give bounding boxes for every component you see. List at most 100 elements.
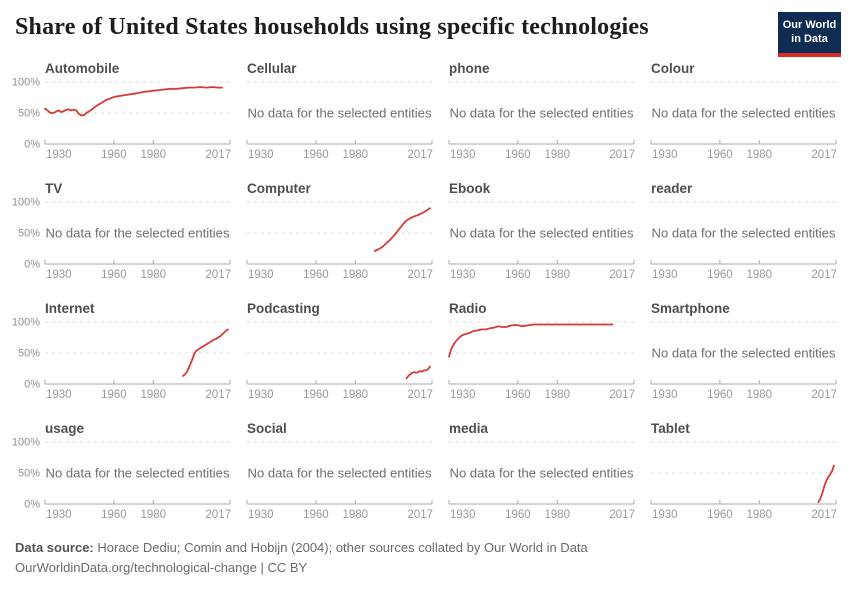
facet-plot: 1930 1960 1980 2017 100% 50% 0% (12, 77, 231, 162)
x-tick-label: 1930 (248, 389, 274, 401)
x-tick-label: 1930 (652, 149, 678, 161)
x-tick-label: 2017 (609, 509, 635, 521)
x-tick-label: 1960 (303, 149, 329, 161)
x-tick-label: 2017 (811, 389, 837, 401)
facet-panel: Smartphone 1930 1960 1980 2017 No data for th… (650, 300, 837, 404)
facet-panel: media 1930 1960 1980 2017 No data for the sel… (448, 420, 635, 524)
x-tick-label: 1930 (46, 269, 72, 281)
logo-text-line2: in Data (791, 32, 828, 45)
x-tick-label: 1980 (342, 269, 368, 281)
x-tick-label: 1980 (140, 149, 166, 161)
facet-plot: 1930 1960 1980 2017 100% 50% 0% No data for the… (12, 437, 231, 522)
facet-plot: 1930 1960 1980 2017 (246, 201, 433, 281)
logo-text-line1: Our World (782, 19, 837, 31)
x-tick-label: 1930 (652, 389, 678, 401)
facet-title: Colour (651, 61, 695, 76)
facet-title: media (449, 421, 489, 436)
facet-plot: 1930 1960 1980 2017 100% 50% 0% No data for the… (12, 197, 231, 282)
line-series (405, 365, 431, 380)
y-tick-label: 0% (24, 139, 40, 151)
x-tick-label: 1980 (746, 269, 772, 281)
x-tick-label: 2017 (609, 269, 635, 281)
x-tick-label: 1930 (450, 269, 476, 281)
owid-logo[interactable]: Our World in Data (778, 12, 841, 57)
x-tick-label: 1930 (450, 509, 476, 521)
facet-title: TV (45, 181, 63, 196)
x-tick-label: 1960 (303, 509, 329, 521)
x-tick-label: 2017 (407, 509, 433, 521)
x-tick-label: 1930 (652, 269, 678, 281)
facet-panel: Colour 1930 1960 1980 2017 No data for the se… (650, 60, 837, 164)
x-tick-label: 1980 (544, 509, 570, 521)
y-tick-label: 100% (12, 77, 40, 89)
x-tick-label: 1960 (505, 149, 531, 161)
facet-title: reader (651, 181, 693, 196)
x-tick-label: 1980 (544, 389, 570, 401)
data-source-text: Horace Dediu; Comin and Hobijn (2004); o… (97, 540, 588, 555)
x-tick-label: 1930 (248, 149, 274, 161)
no-data-label: No data for the selected entities (46, 226, 230, 241)
y-tick-label: 0% (24, 379, 40, 391)
x-tick-label: 1930 (248, 269, 274, 281)
facet-title: Radio (449, 301, 487, 316)
x-tick-label: 1980 (140, 269, 166, 281)
x-tick-label: 1980 (342, 509, 368, 521)
chart-footer: Data source: Horace Dediu; Comin and Hob… (0, 524, 850, 578)
y-tick-label: 100% (12, 197, 40, 209)
x-tick-label: 1960 (707, 509, 733, 521)
facet-plot: 1930 1960 1980 2017 No data for the selected… (246, 81, 433, 161)
x-tick-label: 2017 (205, 149, 231, 161)
facet-panel: TV 1930 1960 1980 2017 100% 50% 0% No data for t… (11, 180, 231, 284)
facet-panel: phone 1930 1960 1980 2017 No data for the sel… (448, 60, 635, 164)
facet-plot: 1930 1960 1980 2017 No data for the selected… (448, 81, 635, 161)
no-data-label: No data for the selected entities (652, 346, 836, 361)
x-tick-label: 2017 (811, 509, 837, 521)
facet-plot: 1930 1960 1980 2017 No data for the selected… (246, 441, 433, 521)
y-tick-label: 50% (18, 348, 40, 360)
no-data-label: No data for the selected entities (450, 106, 634, 121)
x-tick-label: 1980 (140, 389, 166, 401)
facet-panel: Computer 1930 1960 1980 2017 (246, 180, 433, 284)
x-tick-label: 1960 (101, 269, 127, 281)
facet-plot: 1930 1960 1980 2017 No data for the selected… (650, 81, 837, 161)
x-tick-label: 1980 (544, 149, 570, 161)
x-tick-label: 1960 (505, 509, 531, 521)
x-tick-label: 2017 (811, 149, 837, 161)
facet-title: Tablet (651, 421, 690, 436)
x-tick-label: 2017 (811, 269, 837, 281)
x-tick-label: 1960 (707, 389, 733, 401)
facet-title: Automobile (45, 61, 120, 76)
x-tick-label: 1980 (544, 269, 570, 281)
x-tick-label: 2017 (407, 269, 433, 281)
facet-panel: Radio 1930 1960 1980 2017 (448, 300, 635, 404)
facet-title: Ebook (449, 181, 491, 196)
x-tick-label: 1930 (450, 389, 476, 401)
facet-panel: Podcasting 1930 1960 1980 2017 (246, 300, 433, 404)
line-series (448, 323, 614, 358)
line-series (44, 86, 224, 117)
facet-plot: 1930 1960 1980 2017 (448, 321, 635, 401)
y-tick-label: 50% (18, 108, 40, 120)
facet-title: Internet (45, 301, 95, 316)
x-tick-label: 1960 (505, 389, 531, 401)
x-tick-label: 1960 (707, 269, 733, 281)
data-source-label: Data source: (15, 540, 94, 555)
facet-panel: Automobile 1930 1960 1980 2017 100% 50% 0% (11, 60, 231, 164)
no-data-label: No data for the selected entities (248, 466, 432, 481)
facet-title: Social (247, 421, 287, 436)
facet-plot: 1930 1960 1980 2017 (246, 321, 433, 401)
x-tick-label: 1930 (652, 509, 678, 521)
x-tick-label: 2017 (205, 509, 231, 521)
x-tick-label: 1960 (101, 389, 127, 401)
line-series (374, 207, 431, 252)
x-tick-label: 1930 (46, 389, 72, 401)
x-tick-label: 1960 (505, 269, 531, 281)
facet-title: usage (45, 421, 85, 436)
facet-title: Computer (247, 181, 311, 196)
line-series (817, 464, 835, 503)
y-tick-label: 0% (24, 259, 40, 271)
x-tick-label: 2017 (609, 389, 635, 401)
chart-header: Share of United States households using … (0, 0, 850, 57)
y-tick-label: 50% (18, 228, 40, 240)
